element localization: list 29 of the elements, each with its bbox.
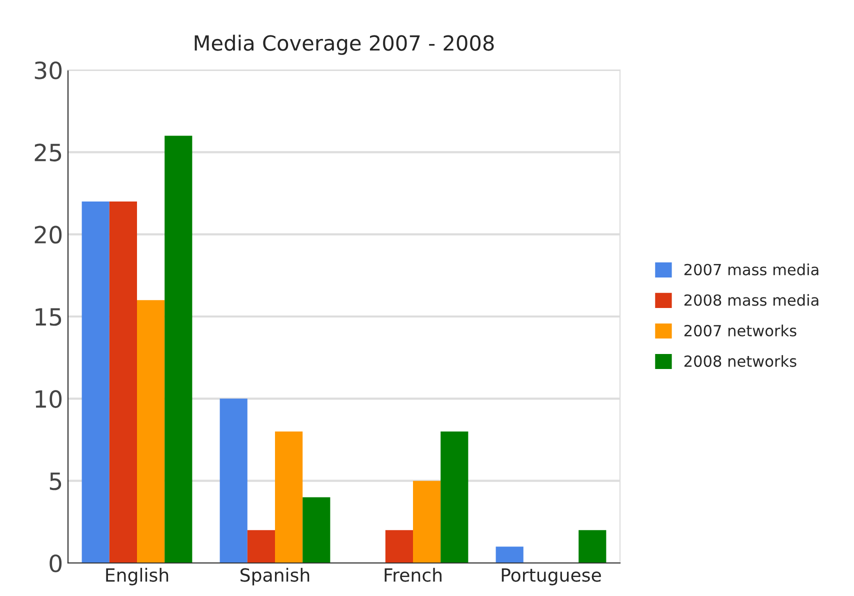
bar	[220, 398, 248, 563]
y-tick-label: 10	[36, 390, 62, 408]
chart-title: Media Coverage 2007 - 2008	[194, 34, 494, 55]
legend-label: 2007 networks	[684, 324, 796, 336]
legend-label: 2008 mass media	[684, 294, 818, 306]
x-tick-label: Spanish	[240, 568, 310, 586]
bar	[275, 432, 303, 563]
bar	[413, 480, 441, 563]
legend-label: 2008 networks	[684, 355, 796, 367]
bar	[440, 432, 468, 563]
bar	[385, 530, 413, 563]
bar	[82, 201, 110, 563]
bar	[578, 530, 606, 563]
bar	[302, 497, 330, 563]
x-tick-label: French	[384, 568, 442, 582]
bar	[496, 546, 524, 563]
y-tick-label: 20	[34, 226, 62, 244]
bar	[247, 530, 275, 563]
bar	[164, 136, 192, 563]
bar	[109, 201, 137, 563]
y-tick-label: 15	[36, 308, 62, 326]
bar	[137, 300, 165, 563]
x-tick-label: English	[106, 568, 168, 586]
y-tick-label: 0	[50, 554, 62, 572]
y-tick-label: 25	[34, 144, 62, 162]
legend-label: 2007 mass media	[684, 264, 818, 276]
y-tick-label: 30	[34, 61, 62, 80]
x-tick-label: Portuguese	[502, 568, 601, 586]
y-tick-label: 5	[50, 472, 62, 490]
